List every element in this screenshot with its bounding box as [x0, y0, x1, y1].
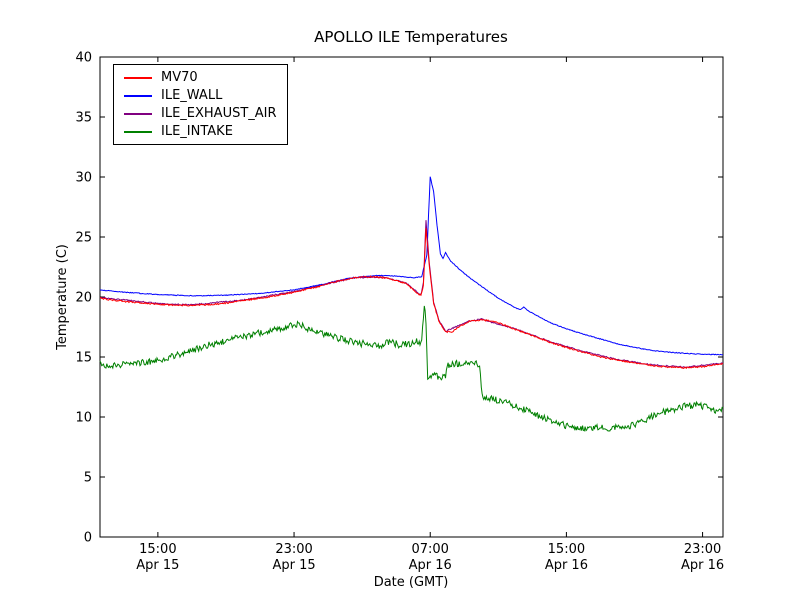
- x-tick-label-date: Apr 16: [545, 558, 588, 573]
- legend-line-sample: [124, 76, 152, 79]
- y-tick-label: 15: [75, 351, 92, 366]
- series-ile-wall: [99, 176, 724, 356]
- chart-title: APOLLO ILE Temperatures: [314, 28, 508, 46]
- y-tick-label: 5: [84, 471, 92, 486]
- y-tick-label: 0: [84, 531, 92, 546]
- x-tick-label-time: 23:00: [275, 542, 312, 557]
- legend-label: ILE_WALL: [161, 88, 223, 103]
- y-tick-label: 30: [75, 171, 92, 186]
- y-tick-label: 20: [75, 291, 92, 306]
- legend-item-ile-wall: ILE_WALL: [124, 88, 277, 103]
- y-tick-label: 40: [75, 51, 92, 66]
- y-tick-label: 25: [75, 231, 92, 246]
- legend-line-sample: [124, 112, 152, 115]
- x-axis-label: Date (GMT): [374, 575, 449, 590]
- legend-item-ile-exhaust-air: ILE_EXHAUST_AIR: [124, 106, 277, 121]
- legend-line-sample: [124, 130, 152, 133]
- legend-line-sample: [124, 94, 152, 97]
- legend-label: ILE_EXHAUST_AIR: [161, 106, 277, 121]
- x-tick-label-time: 15:00: [548, 542, 585, 557]
- series-ile-intake: [99, 305, 724, 432]
- x-tick-label-date: Apr 16: [681, 558, 724, 573]
- y-tick-label: 35: [75, 111, 92, 126]
- x-tick-label-time: 23:00: [684, 542, 721, 557]
- x-tick-label-date: Apr 15: [136, 558, 179, 573]
- x-tick-label-date: Apr 16: [409, 558, 452, 573]
- legend-label: MV70: [161, 70, 198, 85]
- series-mv70: [99, 228, 724, 370]
- y-axis-label: Temperature (C): [55, 244, 70, 351]
- legend-item-mv70: MV70: [124, 70, 277, 85]
- x-tick-label-time: 07:00: [411, 542, 448, 557]
- legend-label: ILE_INTAKE: [161, 124, 233, 139]
- legend-item-ile-intake: ILE_INTAKE: [124, 124, 277, 139]
- y-tick-label: 10: [75, 411, 92, 426]
- x-tick-label-time: 15:00: [139, 542, 176, 557]
- legend: MV70 ILE_WALL ILE_EXHAUST_AIR ILE_INTAKE: [113, 64, 288, 145]
- x-tick-label-date: Apr 15: [272, 558, 315, 573]
